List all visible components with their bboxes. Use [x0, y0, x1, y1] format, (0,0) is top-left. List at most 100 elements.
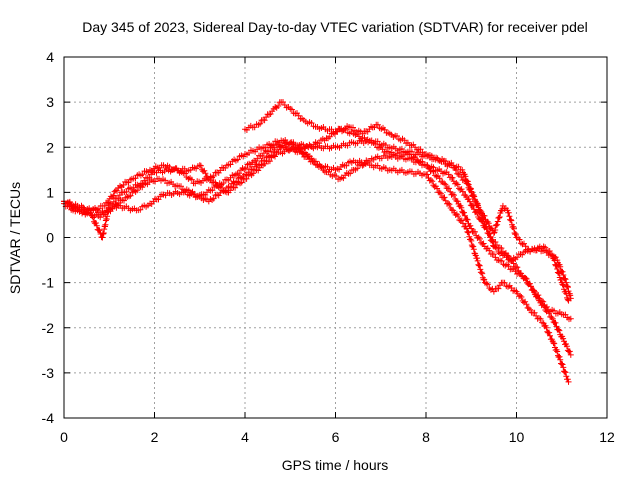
data-point-trail	[316, 124, 337, 135]
data-point-trail	[388, 165, 409, 176]
data-point	[549, 315, 556, 322]
data-point-trail	[424, 171, 442, 196]
data-point-trail	[261, 152, 278, 167]
data-point-trail	[469, 228, 487, 247]
data-point-trail	[550, 319, 567, 342]
data-point	[563, 279, 570, 286]
data-point-trail	[478, 217, 496, 243]
data-point-trail	[562, 341, 573, 355]
data-point-trail	[289, 143, 310, 153]
data-point	[567, 295, 574, 302]
data-point-trail	[225, 152, 247, 168]
y-tick-label: -2	[42, 320, 55, 336]
x-axis-label: GPS time / hours	[282, 457, 389, 473]
data-point-trail	[437, 190, 455, 213]
data-point	[477, 207, 484, 214]
data-point-trail	[442, 181, 460, 204]
data-point-trail	[501, 205, 509, 212]
data-point-trail	[90, 207, 106, 216]
data-point-trail	[550, 340, 564, 367]
data-point-trail	[515, 235, 532, 253]
data-point-trail	[207, 177, 229, 195]
data-point-trail	[541, 322, 555, 343]
data-point-trail	[135, 202, 151, 214]
data-point-trail	[334, 123, 351, 135]
x-tick-label: 10	[509, 429, 525, 445]
y-tick-label: 0	[46, 230, 54, 246]
x-tick-label: 4	[241, 429, 249, 445]
data-point	[567, 315, 574, 322]
data-point-trail	[194, 175, 210, 186]
data-point-trail	[216, 172, 238, 188]
y-tick-label: 4	[46, 49, 54, 65]
data-point-trail	[374, 121, 392, 136]
data-point-trail	[162, 188, 183, 199]
data-point-trail	[176, 183, 192, 194]
data-series	[61, 99, 574, 385]
data-point	[504, 252, 511, 259]
data-point	[436, 189, 443, 196]
data-point	[554, 257, 561, 264]
data-point-trail	[473, 255, 488, 283]
data-point-trail	[501, 279, 518, 294]
y-tick-label: 1	[46, 184, 54, 200]
data-point-trail	[197, 162, 211, 181]
x-tick-label: 0	[60, 429, 68, 445]
data-point-trail	[307, 135, 328, 150]
y-tick-label: -1	[42, 275, 55, 291]
data-point	[441, 180, 448, 187]
y-tick-label: -4	[42, 410, 55, 426]
data-point-trail	[446, 174, 469, 199]
data-point-trail	[505, 209, 519, 238]
data-point-trail	[559, 361, 571, 383]
data-point-trail	[244, 144, 265, 158]
data-point-trail	[130, 168, 152, 182]
data-point-trail	[99, 204, 112, 237]
data-point-trail	[117, 176, 134, 190]
data-point-trail	[171, 165, 192, 175]
data-point-trail	[234, 159, 256, 177]
data-point-trail	[257, 111, 274, 127]
data-point	[531, 288, 538, 295]
data-point-trail	[505, 253, 523, 277]
data-point-trail	[528, 309, 546, 326]
series-track-5	[242, 99, 574, 302]
data-point-trail	[491, 205, 506, 236]
y-axis-label: SDTVAR / TECUs	[7, 182, 23, 294]
data-point-trail	[547, 306, 563, 317]
data-point-trail	[252, 144, 274, 164]
data-point	[454, 198, 461, 205]
data-point-trail	[121, 181, 143, 196]
data-point	[459, 166, 466, 173]
data-point-trail	[519, 272, 537, 294]
data-point-trail	[542, 244, 559, 261]
data-point	[565, 378, 572, 385]
data-point	[468, 225, 475, 232]
data-point-trail	[370, 139, 391, 156]
x-tick-label: 8	[422, 429, 430, 445]
data-point-trail	[455, 201, 474, 230]
data-point	[490, 229, 497, 236]
data-point-trail	[514, 290, 532, 312]
data-point-trail	[438, 158, 455, 169]
x-tick-label: 6	[332, 429, 340, 445]
data-point-trail	[271, 139, 292, 151]
data-point-trail	[76, 207, 93, 218]
data-point-trail	[352, 157, 373, 173]
data-point-trail	[225, 176, 247, 196]
y-tick-label: 2	[46, 139, 54, 155]
data-point-trail	[103, 187, 121, 206]
chart-title: Day 345 of 2023, Sidereal Day-to-day VTE…	[82, 19, 588, 35]
data-point-trail	[563, 283, 574, 299]
data-point-trail	[451, 164, 469, 184]
data-point	[472, 252, 479, 259]
data-point-trail	[464, 180, 483, 213]
data-point-trail	[464, 196, 483, 222]
data-point-trail	[275, 146, 292, 157]
data-point-trail	[424, 163, 450, 177]
data-point	[567, 351, 574, 358]
data-point-trail	[529, 243, 545, 254]
